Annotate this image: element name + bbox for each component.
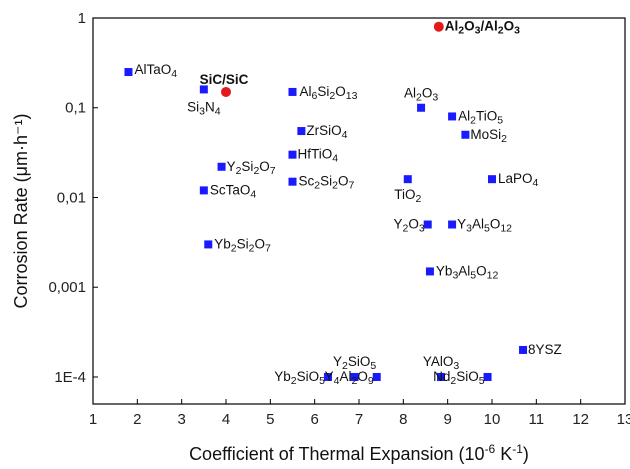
- point-label: MoSi2: [470, 127, 507, 145]
- y-axis-title: Corrosion Rate (μm·h⁻¹): [11, 114, 31, 309]
- data-points: AlTaO4 Si3N4 Al6Si2O13 ZrSiO4 HfTiO4 Y2Si2O7 S…: [124, 19, 562, 387]
- data-point-square: [519, 345, 528, 354]
- point-label: Yb3Al5O12: [436, 263, 499, 281]
- point-label: ZrSiO4: [306, 123, 347, 141]
- y-tick-label: 0,1: [65, 100, 86, 117]
- point-label: Al2TiO5: [458, 108, 503, 126]
- x-tick-label: 7: [355, 411, 363, 428]
- data-point-square: [483, 372, 492, 381]
- x-tick-label: 5: [266, 411, 274, 428]
- data-point-square: [288, 87, 297, 96]
- point-label: HfTiO4: [298, 147, 339, 165]
- x-tick-label: 9: [443, 411, 451, 428]
- data-point-square: [372, 372, 381, 381]
- point-label: Y4Al2O9: [325, 369, 374, 387]
- point-label: Y2SiO5: [333, 354, 376, 372]
- data-point-square: [423, 220, 432, 229]
- x-tick-label: 2: [133, 411, 141, 428]
- point-label: Yb2Si2O7: [214, 236, 271, 254]
- data-point-square: [204, 240, 213, 249]
- y-axis: 1 0,1 0,01 0,001 1E-4: [48, 10, 98, 386]
- y-tick-label: 0,001: [48, 279, 86, 296]
- point-label: Y2O3: [393, 217, 424, 235]
- data-point-square: [288, 177, 297, 186]
- point-label: TiO2: [394, 187, 421, 205]
- x-tick-label: 13: [617, 411, 630, 428]
- data-point-square: [437, 372, 446, 381]
- data-point-circle: [221, 86, 231, 97]
- point-label: Sc2Si2O7: [299, 174, 355, 192]
- point-label: Al2O3/Al2O3: [445, 19, 520, 37]
- y-tick-label: 1E-4: [54, 369, 86, 386]
- point-label: ScTaO4: [210, 182, 257, 200]
- x-axis: 1 2 3 4 5 6 7 8 9 10 11 12 13: [89, 399, 630, 428]
- data-point-square: [417, 103, 426, 112]
- point-label: Si3N4: [187, 99, 221, 117]
- point-label: AlTaO4: [134, 62, 177, 80]
- data-point-square: [297, 127, 306, 136]
- x-tick-label: 8: [399, 411, 407, 428]
- point-label: Yb2SiO5: [274, 369, 325, 387]
- x-tick-label: 10: [484, 411, 501, 428]
- data-point-square: [425, 267, 434, 276]
- y-tick-label: 1: [78, 10, 86, 27]
- x-tick-label: 3: [177, 411, 185, 428]
- point-label: SiC/SiC: [200, 72, 249, 87]
- data-point-square: [350, 372, 359, 381]
- data-point-circle: [433, 21, 444, 32]
- x-tick-label: 6: [310, 411, 318, 428]
- x-tick-label: 12: [572, 411, 589, 428]
- data-point-square: [199, 85, 208, 94]
- data-point-square: [448, 112, 457, 121]
- point-label: LaPO4: [498, 171, 539, 189]
- point-label: Al6Si2O13: [300, 84, 358, 102]
- data-point-square: [124, 68, 133, 77]
- x-tick-label: 11: [529, 411, 545, 428]
- point-label: Nd2SiO5: [433, 369, 485, 387]
- data-point-square: [217, 162, 226, 171]
- point-label: Y2Si2O7: [227, 159, 276, 177]
- point-label: Al2O3: [404, 86, 438, 104]
- data-point-square: [461, 130, 470, 139]
- x-axis-title: Coefficient of Thermal Expansion (10-6 K…: [189, 442, 529, 464]
- data-point-square: [288, 150, 297, 159]
- x-tick-label: 4: [222, 411, 230, 428]
- point-label: YAlO3: [423, 354, 460, 372]
- data-point-square: [448, 220, 457, 229]
- data-point-square: [323, 372, 332, 381]
- data-point-square: [199, 186, 208, 195]
- x-tick-label: 1: [89, 411, 97, 428]
- data-point-square: [488, 175, 496, 184]
- point-label: 8YSZ: [528, 342, 562, 357]
- y-tick-label: 0,01: [57, 189, 86, 206]
- point-label: Y3Al5O12: [457, 217, 512, 235]
- data-point-square: [403, 175, 412, 184]
